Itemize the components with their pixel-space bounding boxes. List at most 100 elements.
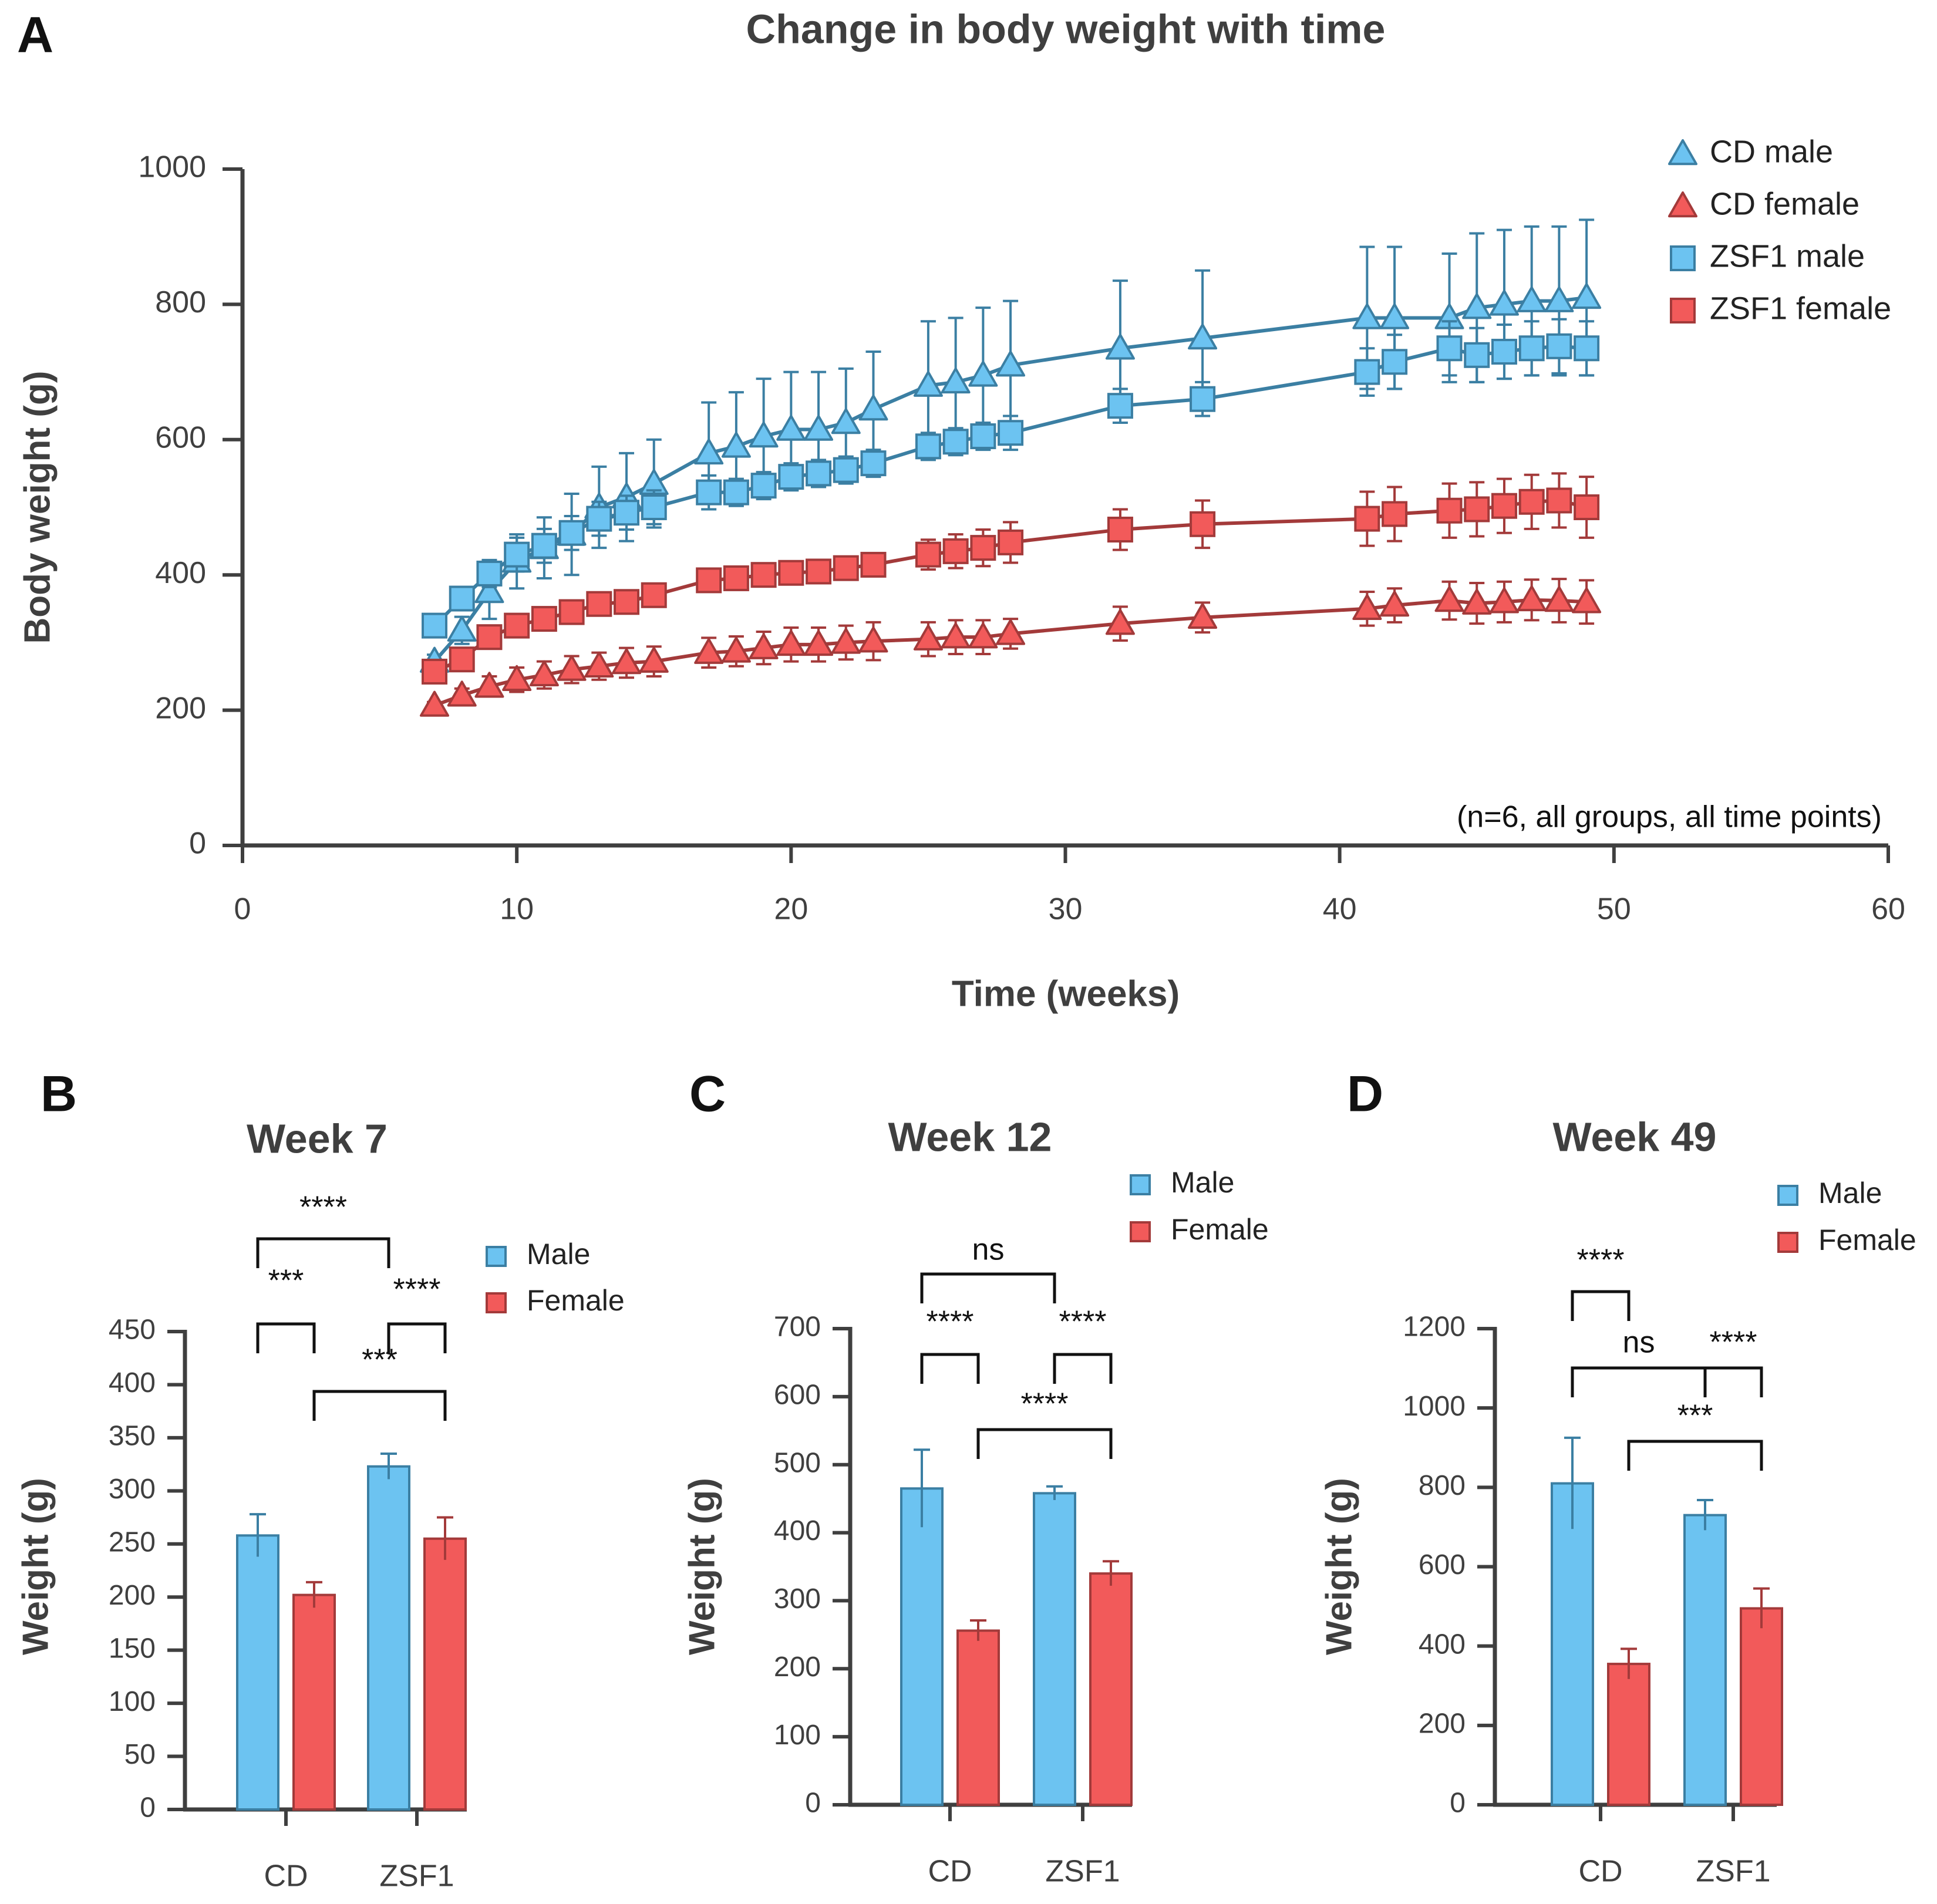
y-tick-label: 200: [1419, 1708, 1466, 1740]
y-tick-label: 250: [109, 1526, 156, 1558]
significance-bracket: ****: [256, 1191, 390, 1268]
series-zsf1-male: [422, 318, 1600, 639]
data-point: [941, 622, 971, 649]
x-tick-label: CD: [264, 1859, 308, 1893]
data-point: [1517, 585, 1547, 612]
y-tick-label: 150: [109, 1633, 156, 1664]
data-point: [970, 535, 996, 561]
data-point: [750, 562, 777, 588]
legend-marker: [1668, 139, 1697, 166]
bracket-line: [1627, 1440, 1763, 1471]
data-point: [694, 638, 724, 664]
data-point: [641, 494, 667, 520]
data-point: [1105, 333, 1135, 360]
y-tick-label: 1200: [1403, 1312, 1466, 1343]
data-point: [998, 420, 1024, 446]
bracket-line: [1703, 1366, 1763, 1397]
legend-label: CD female: [1710, 186, 1859, 221]
data-point: [474, 577, 504, 604]
significance-bracket: ****: [976, 1387, 1113, 1459]
series-zsf1-female: [422, 472, 1600, 685]
y-tick-label: 0: [189, 827, 206, 861]
data-point: [913, 370, 943, 397]
significance-bracket: ****: [920, 1305, 980, 1384]
y-tick-label: 1000: [1403, 1391, 1466, 1422]
legend-label: Male: [1171, 1166, 1234, 1199]
x-tick-label: ZSF1: [379, 1859, 454, 1893]
data-point: [1105, 609, 1135, 635]
data-point: [860, 551, 887, 578]
data-point: [1489, 587, 1519, 614]
significance-bracket: ***: [312, 1343, 447, 1421]
panel-a-annotation: (n=6, all groups, all time points): [1457, 800, 1882, 834]
x-tick-label: ZSF1: [1696, 1855, 1770, 1889]
series-cd-female: [420, 578, 1602, 717]
data-point: [913, 624, 943, 651]
data-point: [970, 423, 996, 450]
panel-c: C Week 12 Weight (g) 0 100 200 300 400 500 600 700…: [682, 1066, 1268, 1889]
data-point: [1518, 335, 1545, 362]
panel-a-letter: A: [17, 7, 53, 63]
bracket-line: [256, 1322, 316, 1353]
y-tick-label: 0: [1450, 1788, 1466, 1819]
bracket-line: [920, 1272, 1056, 1303]
data-point: [776, 415, 806, 441]
panel-a: A Change in body weight with time02004006…: [17, 6, 1905, 1014]
y-tick-label: 400: [155, 556, 206, 590]
x-tick-label: 20: [774, 892, 808, 926]
data-point: [1462, 293, 1492, 319]
significance-label: ****: [1577, 1244, 1625, 1278]
bar: [236, 1534, 279, 1811]
significance-bracket: ****: [387, 1273, 447, 1353]
legend-marker: [1670, 298, 1696, 323]
data-point: [1354, 506, 1380, 532]
bracket-line: [920, 1353, 980, 1384]
x-tick-label: CD: [1578, 1855, 1622, 1889]
significance-bracket: ***: [1627, 1399, 1763, 1471]
data-point: [778, 464, 804, 490]
data-point: [915, 433, 941, 460]
x-tick-label: CD: [928, 1855, 972, 1889]
data-point: [558, 520, 585, 546]
data-point: [804, 629, 834, 656]
data-point: [447, 615, 477, 642]
significance-label: ****: [393, 1273, 441, 1307]
y-tick-label: 350: [109, 1421, 156, 1452]
data-point: [614, 589, 640, 615]
bar: [900, 1487, 944, 1807]
data-point: [833, 555, 859, 581]
legend: Male Female: [1777, 1177, 1916, 1256]
data-point: [1107, 393, 1133, 419]
data-point: [1462, 588, 1492, 615]
data-point: [749, 633, 779, 659]
data-point: [1380, 303, 1410, 329]
y-tick-label: 100: [109, 1686, 156, 1717]
y-tick-label: 800: [155, 285, 206, 319]
y-axis-label: Weight (g): [1319, 1478, 1359, 1655]
significance-bracket: ns: [1571, 1326, 1707, 1397]
bar: [367, 1465, 410, 1811]
bracket-line: [256, 1237, 390, 1268]
data-point: [941, 367, 971, 394]
bar: [1551, 1482, 1594, 1806]
data-point: [806, 460, 832, 487]
data-point: [1436, 335, 1463, 362]
data-point: [1380, 591, 1410, 617]
data-point: [833, 457, 859, 483]
legend-swatch: [486, 1246, 507, 1267]
bracket-line: [1053, 1353, 1113, 1384]
legend-label: Female: [1818, 1224, 1916, 1256]
x-tick-label: 40: [1323, 892, 1357, 926]
data-point: [996, 619, 1026, 645]
significance-bracket: ns: [920, 1233, 1056, 1303]
data-point: [942, 538, 969, 564]
significance-bracket: ****: [1053, 1305, 1113, 1384]
significance-bracket: ***: [256, 1264, 316, 1353]
data-point: [1352, 303, 1382, 329]
significance-label: ****: [299, 1191, 347, 1225]
legend-label: Male: [527, 1238, 590, 1271]
data-point: [942, 429, 969, 455]
panel-a-title: Change in body weight with time: [746, 6, 1386, 52]
legend-swatch: [486, 1292, 507, 1313]
significance-label: ***: [362, 1343, 397, 1377]
